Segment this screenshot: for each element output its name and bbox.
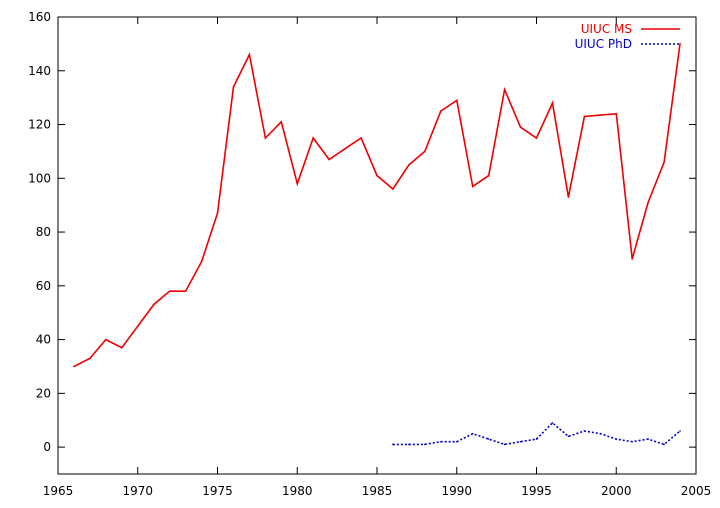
data-point [535, 137, 538, 139]
data-point [455, 440, 458, 443]
data-point [631, 258, 633, 260]
data-point [152, 303, 155, 306]
data-point [551, 102, 554, 104]
data-point [679, 430, 681, 432]
data-point [312, 137, 315, 139]
x-tick-label: 1975 [202, 484, 233, 498]
y-tick-label: 120 [28, 118, 51, 132]
y-tick-label: 140 [28, 64, 51, 78]
data-point [535, 438, 538, 440]
y-tick-label: 20 [36, 386, 51, 400]
data-point [216, 212, 219, 215]
y-tick-label: 0 [43, 440, 51, 454]
y-tick-label: 40 [36, 333, 51, 347]
data-point [73, 365, 75, 368]
data-point [424, 150, 426, 153]
data-point [200, 260, 203, 263]
data-point [583, 430, 586, 432]
data-point [519, 440, 522, 443]
data-point [503, 443, 506, 446]
data-point [487, 438, 490, 440]
data-point [392, 443, 394, 446]
data-point [551, 422, 554, 424]
legend-label: UIUC MS [581, 22, 632, 36]
data-point [89, 357, 91, 360]
x-tick-label: 2000 [601, 484, 632, 498]
data-point [471, 432, 474, 435]
x-tick-label: 1965 [43, 484, 74, 498]
data-point [503, 88, 506, 91]
series-line-1 [392, 421, 681, 446]
data-point [296, 182, 299, 185]
data-point [232, 86, 235, 88]
data-point [424, 443, 426, 446]
data-point [663, 443, 665, 446]
data-point [567, 196, 570, 198]
data-point [583, 115, 586, 118]
x-tick-label: 1995 [521, 484, 552, 498]
data-point [679, 43, 681, 45]
data-point [615, 438, 618, 440]
data-point [360, 137, 362, 139]
data-point [440, 110, 442, 112]
data-point [471, 185, 474, 188]
data-point [408, 164, 410, 166]
data-point [663, 161, 665, 163]
x-tick-label: 2005 [681, 484, 712, 498]
legend-label: UIUC PhD [575, 37, 632, 51]
data-point [599, 114, 602, 116]
data-point [168, 290, 171, 293]
x-tick-label: 1985 [362, 484, 393, 498]
data-point [344, 147, 346, 150]
data-point [519, 126, 522, 129]
y-tick-label: 100 [28, 171, 51, 185]
data-point [567, 435, 570, 438]
y-tick-label: 80 [36, 225, 51, 239]
data-point [647, 438, 649, 440]
x-tick-label: 1980 [282, 484, 313, 498]
data-point [328, 158, 330, 161]
data-point [264, 137, 267, 139]
data-point [647, 201, 649, 204]
data-point [440, 440, 442, 443]
series-line-0 [73, 43, 681, 368]
data-point [487, 174, 490, 177]
data-point [408, 443, 410, 446]
data-point [121, 346, 123, 349]
data-point [631, 440, 633, 443]
data-point [615, 112, 618, 115]
data-point [599, 432, 602, 435]
data-point [455, 99, 458, 102]
data-point [136, 325, 139, 327]
data-point [376, 174, 378, 177]
data-point [184, 290, 187, 293]
data-point [248, 53, 251, 56]
y-tick-label: 60 [36, 279, 51, 293]
data-point [280, 121, 283, 123]
plot-frame [57, 16, 697, 475]
data-point [105, 338, 107, 341]
data-point [392, 188, 394, 190]
y-tick-label: 160 [28, 10, 51, 24]
x-tick-label: 1970 [122, 484, 153, 498]
x-tick-label: 1990 [441, 484, 472, 498]
